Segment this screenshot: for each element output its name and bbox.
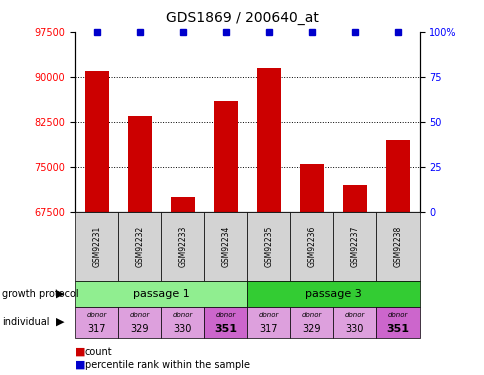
Text: ▶: ▶ [56, 289, 65, 299]
Text: passage 3: passage 3 [304, 289, 361, 299]
Text: donor: donor [258, 312, 278, 318]
Text: ▶: ▶ [56, 317, 65, 327]
Text: GSM92238: GSM92238 [393, 226, 402, 267]
Text: GSM92237: GSM92237 [350, 226, 359, 267]
Text: 317: 317 [259, 324, 277, 334]
Text: 317: 317 [87, 324, 106, 334]
Text: growth protocol: growth protocol [2, 289, 79, 299]
Text: passage 1: passage 1 [133, 289, 189, 299]
Bar [213, 101, 237, 212]
Text: 351: 351 [386, 324, 408, 334]
Text: ■: ■ [75, 360, 86, 369]
Text: GSM92231: GSM92231 [92, 226, 101, 267]
Text: 330: 330 [173, 324, 192, 334]
Text: donor: donor [387, 312, 408, 318]
Text: individual: individual [2, 317, 50, 327]
Text: donor: donor [129, 312, 150, 318]
Bar [385, 140, 409, 212]
Text: GSM92236: GSM92236 [307, 226, 316, 267]
Text: count: count [85, 347, 112, 357]
Text: 329: 329 [130, 324, 149, 334]
Bar [128, 116, 151, 212]
Text: percentile rank within the sample: percentile rank within the sample [85, 360, 249, 369]
Text: 330: 330 [345, 324, 363, 334]
Bar [170, 197, 194, 212]
Text: GDS1869 / 200640_at: GDS1869 / 200640_at [166, 11, 318, 25]
Text: donor: donor [215, 312, 236, 318]
Text: GSM92234: GSM92234 [221, 226, 230, 267]
Text: donor: donor [172, 312, 193, 318]
Text: 329: 329 [302, 324, 320, 334]
Text: GSM92232: GSM92232 [135, 226, 144, 267]
Bar [300, 164, 323, 212]
Text: ■: ■ [75, 347, 86, 357]
Bar [257, 68, 280, 212]
Text: donor: donor [86, 312, 106, 318]
Text: donor: donor [344, 312, 364, 318]
Text: GSM92233: GSM92233 [178, 226, 187, 267]
Bar [85, 71, 108, 212]
Text: donor: donor [301, 312, 321, 318]
Bar [342, 185, 366, 212]
Text: 351: 351 [214, 324, 237, 334]
Text: GSM92235: GSM92235 [264, 226, 273, 267]
